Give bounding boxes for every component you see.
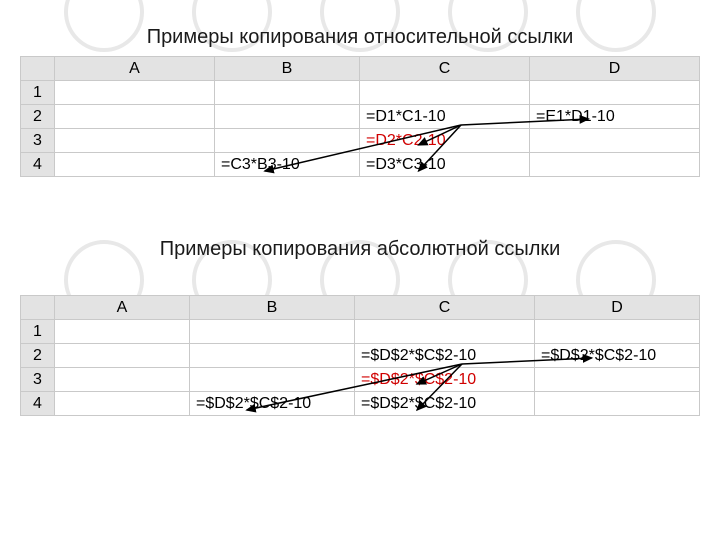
cell-C2[interactable]: =D1*C1-10 xyxy=(360,105,530,129)
row-header-4: 4 xyxy=(21,153,55,177)
cell-C2[interactable]: =$D$2*$C$2-10 xyxy=(355,344,535,368)
cell-C3[interactable]: =D2*C2-10 xyxy=(360,129,530,153)
cell-D2[interactable]: =$D$2*$C$2-10 xyxy=(535,344,700,368)
cell-B1[interactable] xyxy=(190,320,355,344)
col-header-B: B xyxy=(190,296,355,320)
cell-D3[interactable] xyxy=(535,368,700,392)
title-relative: Примеры копирования относительной ссылки xyxy=(0,26,720,49)
col-header-C: C xyxy=(355,296,535,320)
row-header-1: 1 xyxy=(21,81,55,105)
corner-cell xyxy=(21,57,55,81)
cell-C4[interactable]: =$D$2*$C$2-10 xyxy=(355,392,535,416)
col-header-A: A xyxy=(55,57,215,81)
cell-D3[interactable] xyxy=(530,129,700,153)
cell-B2[interactable] xyxy=(190,344,355,368)
cell-A1[interactable] xyxy=(55,81,215,105)
col-header-B: B xyxy=(215,57,360,81)
cell-B2[interactable] xyxy=(215,105,360,129)
title-absolute: Примеры копирования абсолютной ссылки xyxy=(0,238,720,261)
cell-B3[interactable] xyxy=(215,129,360,153)
cell-A1[interactable] xyxy=(55,320,190,344)
row-header-4: 4 xyxy=(21,392,55,416)
cell-B1[interactable] xyxy=(215,81,360,105)
corner-cell xyxy=(21,296,55,320)
col-header-C: C xyxy=(360,57,530,81)
cell-A4[interactable] xyxy=(55,392,190,416)
cell-A2[interactable] xyxy=(55,344,190,368)
cell-D4[interactable] xyxy=(530,153,700,177)
row-header-3: 3 xyxy=(21,129,55,153)
cell-B3[interactable] xyxy=(190,368,355,392)
spreadsheet-absolute: ABCD12=$D$2*$C$2-10=$D$2*$C$2-103=$D$2*$… xyxy=(20,295,700,416)
cell-D2[interactable]: =E1*D1-10 xyxy=(530,105,700,129)
cell-D1[interactable] xyxy=(535,320,700,344)
cell-A2[interactable] xyxy=(55,105,215,129)
row-header-2: 2 xyxy=(21,344,55,368)
row-header-2: 2 xyxy=(21,105,55,129)
cell-D1[interactable] xyxy=(530,81,700,105)
row-header-3: 3 xyxy=(21,368,55,392)
cell-C1[interactable] xyxy=(355,320,535,344)
cell-B4[interactable]: =C3*B3-10 xyxy=(215,153,360,177)
cell-A3[interactable] xyxy=(55,129,215,153)
cell-C4[interactable]: =D3*C3-10 xyxy=(360,153,530,177)
cell-A4[interactable] xyxy=(55,153,215,177)
row-header-1: 1 xyxy=(21,320,55,344)
spreadsheet-relative: ABCD 12 =D1*C1-10=E1*D1-10 3 =D2*C2-10 4 =C3*B… xyxy=(20,56,700,177)
cell-B4[interactable]: =$D$2*$C$2-10 xyxy=(190,392,355,416)
col-header-D: D xyxy=(535,296,700,320)
col-header-D: D xyxy=(530,57,700,81)
cell-D4[interactable] xyxy=(535,392,700,416)
cell-C3[interactable]: =$D$2*$C$2-10 xyxy=(355,368,535,392)
cell-A3[interactable] xyxy=(55,368,190,392)
cell-C1[interactable] xyxy=(360,81,530,105)
col-header-A: A xyxy=(55,296,190,320)
